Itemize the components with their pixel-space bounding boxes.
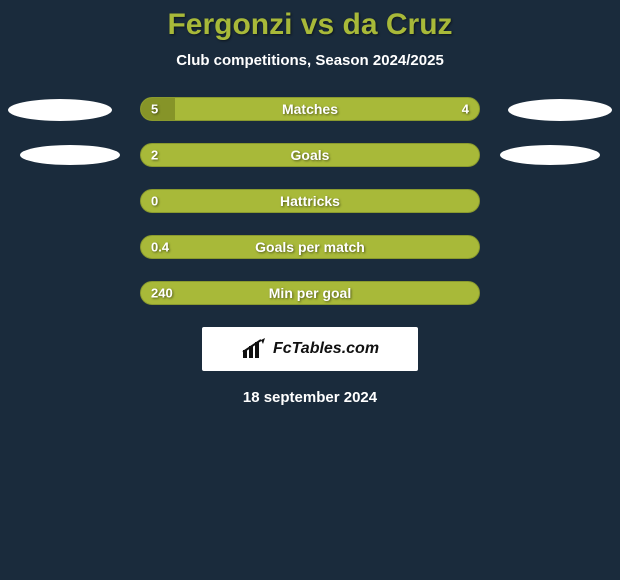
stat-value-left: 0.4 — [151, 240, 169, 255]
subtitle: Club competitions, Season 2024/2025 — [0, 52, 620, 69]
stat-bar: 2 Goals — [140, 143, 480, 167]
branding-text: FcTables.com — [273, 340, 379, 358]
stat-bar: 240 Min per goal — [140, 281, 480, 305]
date-text: 18 september 2024 — [0, 389, 620, 406]
stat-row: 240 Min per goal — [0, 281, 620, 305]
stat-value-right: 4 — [462, 102, 469, 117]
stat-value-left: 0 — [151, 194, 158, 209]
stat-value-left: 5 — [151, 102, 158, 117]
stat-row: 0 Hattricks — [0, 189, 620, 213]
branding-badge: FcTables.com — [202, 327, 418, 371]
player-marker-right — [500, 145, 600, 165]
stat-label: Hattricks — [280, 193, 340, 209]
page-title: Fergonzi vs da Cruz — [0, 8, 620, 42]
stat-bar: 0.4 Goals per match — [140, 235, 480, 259]
stat-bar: 0 Hattricks — [140, 189, 480, 213]
comparison-card: Fergonzi vs da Cruz Club competitions, S… — [0, 0, 620, 580]
player-marker-left — [8, 99, 112, 121]
stat-row: 2 Goals — [0, 143, 620, 167]
stat-label: Min per goal — [269, 285, 351, 301]
stat-row: 0.4 Goals per match — [0, 235, 620, 259]
stat-rows: 5 Matches 4 2 Goals 0 Hattricks 0.4 Goals per ma… — [0, 97, 620, 305]
chart-icon — [241, 338, 267, 360]
player-marker-left — [20, 145, 120, 165]
stat-bar: 5 Matches 4 — [140, 97, 480, 121]
stat-value-left: 2 — [151, 148, 158, 163]
stat-label: Goals — [291, 147, 330, 163]
stat-label: Matches — [282, 101, 338, 117]
player-marker-right — [508, 99, 612, 121]
stat-value-left: 240 — [151, 286, 173, 301]
stat-row: 5 Matches 4 — [0, 97, 620, 121]
stat-label: Goals per match — [255, 239, 365, 255]
